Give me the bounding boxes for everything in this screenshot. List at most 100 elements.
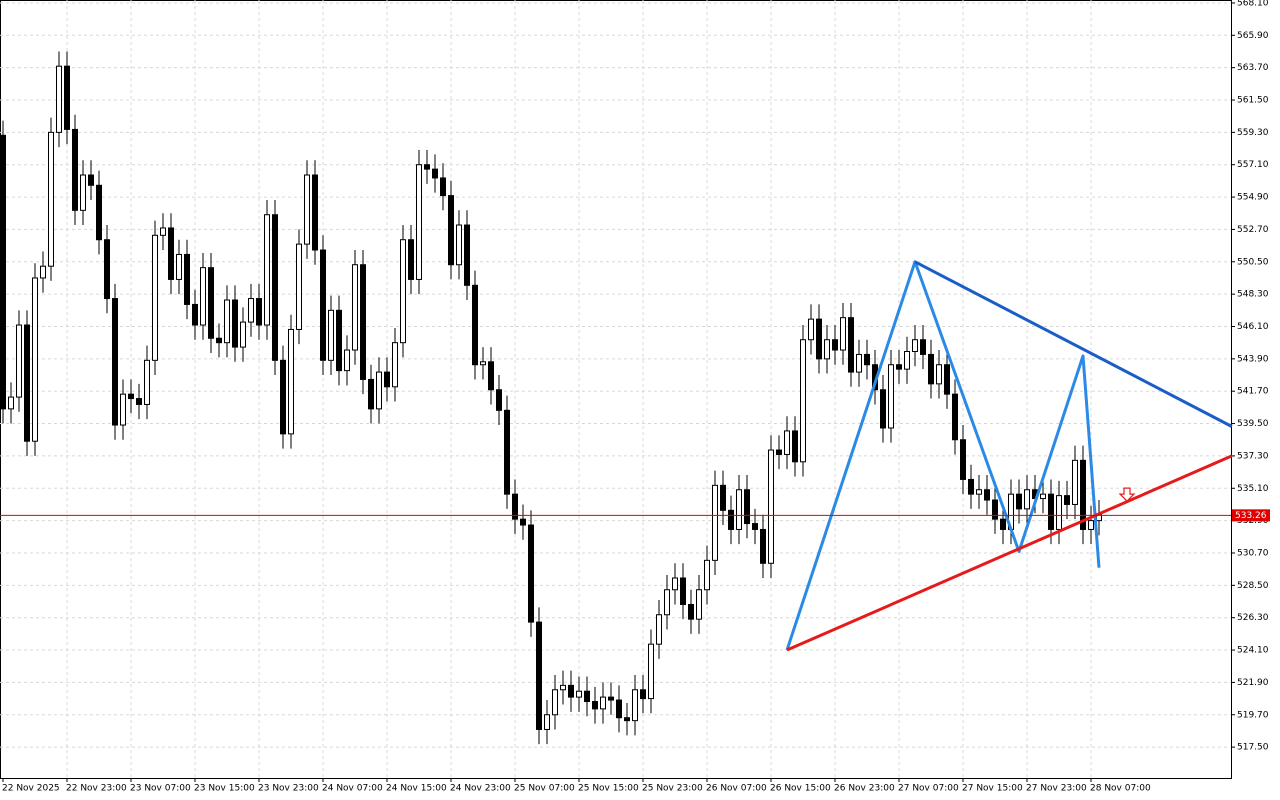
candle-body: [616, 699, 622, 719]
candle-body: [352, 264, 358, 351]
x-tick-label: 26 Nov 23:00: [834, 784, 895, 794]
x-tick-label: 27 Nov 23:00: [1026, 784, 1087, 794]
candle-body: [248, 298, 254, 323]
candle-body: [968, 478, 974, 495]
candle-body: [280, 359, 286, 435]
x-tick-label: 24 Nov 15:00: [386, 784, 447, 794]
candle-body: [472, 284, 478, 366]
candle-body: [312, 174, 318, 251]
candle-body: [1088, 520, 1094, 530]
candle-body: [504, 409, 510, 495]
y-tick-label: 548.30: [1237, 290, 1269, 300]
y-tick-label: 539.50: [1237, 419, 1269, 429]
candle-body: [456, 224, 462, 266]
candle-body: [416, 164, 422, 280]
candle-body: [288, 328, 294, 435]
candle-body: [680, 577, 686, 605]
candle-body: [608, 696, 614, 701]
candle-body: [408, 239, 414, 280]
candle-body: [536, 621, 542, 730]
candle-body: [160, 227, 166, 236]
candle-body: [32, 277, 38, 442]
candle-body: [776, 449, 782, 455]
candle-body: [192, 303, 198, 326]
sell-arrow: [1118, 487, 1136, 502]
pattern-line: [786, 454, 1233, 652]
pattern-line: [914, 260, 1233, 428]
candle-body: [712, 484, 718, 561]
y-tick-label: 517.50: [1237, 743, 1269, 753]
candle-body: [544, 714, 550, 730]
y-tick-label: 550.50: [1237, 257, 1269, 267]
x-tick-label: 23 Nov 23:00: [258, 784, 319, 794]
candle-body: [664, 589, 670, 616]
candle-body: [240, 321, 246, 348]
candle-body: [728, 509, 734, 530]
candle-body: [720, 484, 726, 511]
candle-body: [744, 489, 750, 525]
y-tick-label: 537.30: [1237, 451, 1269, 461]
candle-body: [400, 239, 406, 344]
y-tick-label: 552.70: [1237, 225, 1269, 235]
candle-body: [560, 684, 566, 691]
candle-body: [656, 614, 662, 645]
x-tick-label: 28 Nov 07:00: [1090, 784, 1151, 794]
candle-body: [224, 299, 230, 344]
candle-body: [840, 317, 846, 351]
x-tick-label: 22 Nov 2025: [2, 784, 60, 794]
candle-body: [672, 577, 678, 591]
candle-body: [944, 364, 950, 395]
candle-body: [88, 174, 94, 186]
candle-body: [344, 349, 350, 372]
candle-body: [992, 499, 998, 520]
candle-body: [792, 430, 798, 463]
candle-body: [304, 174, 310, 245]
candle-body: [632, 689, 638, 722]
candle-body: [272, 214, 278, 361]
candle-body: [592, 701, 598, 710]
x-tick-label: 23 Nov 15:00: [194, 784, 255, 794]
x-tick-label: 23 Nov 07:00: [130, 784, 191, 794]
y-tick-label: 519.70: [1237, 710, 1269, 720]
current-price-label: 533.26: [1235, 511, 1267, 521]
candle-body: [488, 361, 494, 391]
candle-body: [688, 603, 694, 620]
x-tick-label: 27 Nov 07:00: [898, 784, 959, 794]
candle-body: [112, 298, 118, 426]
candle-body: [232, 299, 238, 348]
y-tick-label: 530.70: [1237, 548, 1269, 558]
candle-body: [16, 324, 22, 398]
candle-body: [928, 353, 934, 385]
candle-body: [448, 195, 454, 266]
candle-body: [328, 309, 334, 361]
candle-body: [296, 243, 302, 330]
candle-body: [584, 690, 590, 703]
candle-body: [1056, 495, 1062, 530]
candle-body: [856, 353, 862, 373]
x-tick-label: 25 Nov 23:00: [642, 784, 703, 794]
candle-body: [64, 65, 70, 130]
pattern-line: [785, 260, 1101, 651]
candle-body: [528, 524, 534, 623]
y-tick-label: 559.30: [1237, 128, 1269, 138]
candle-body: [912, 339, 918, 352]
candle-body: [376, 371, 382, 410]
candle-body: [104, 239, 110, 300]
x-tick-label: 25 Nov 15:00: [578, 784, 639, 794]
y-tick-label: 568.10: [1237, 0, 1269, 8]
candle-body: [384, 371, 390, 388]
candle-body: [440, 177, 446, 197]
candle-body: [952, 393, 958, 441]
candle-body: [480, 361, 486, 366]
candle-body: [144, 359, 150, 405]
candle-body: [80, 174, 86, 211]
candle-body: [760, 528, 766, 564]
candle-body: [576, 690, 582, 698]
x-tick-label: 26 Nov 07:00: [706, 784, 767, 794]
y-tick-label: 535.10: [1237, 484, 1269, 494]
x-tick-label: 27 Nov 15:00: [962, 784, 1023, 794]
candle-body: [464, 224, 470, 286]
candle-body: [1064, 495, 1070, 505]
